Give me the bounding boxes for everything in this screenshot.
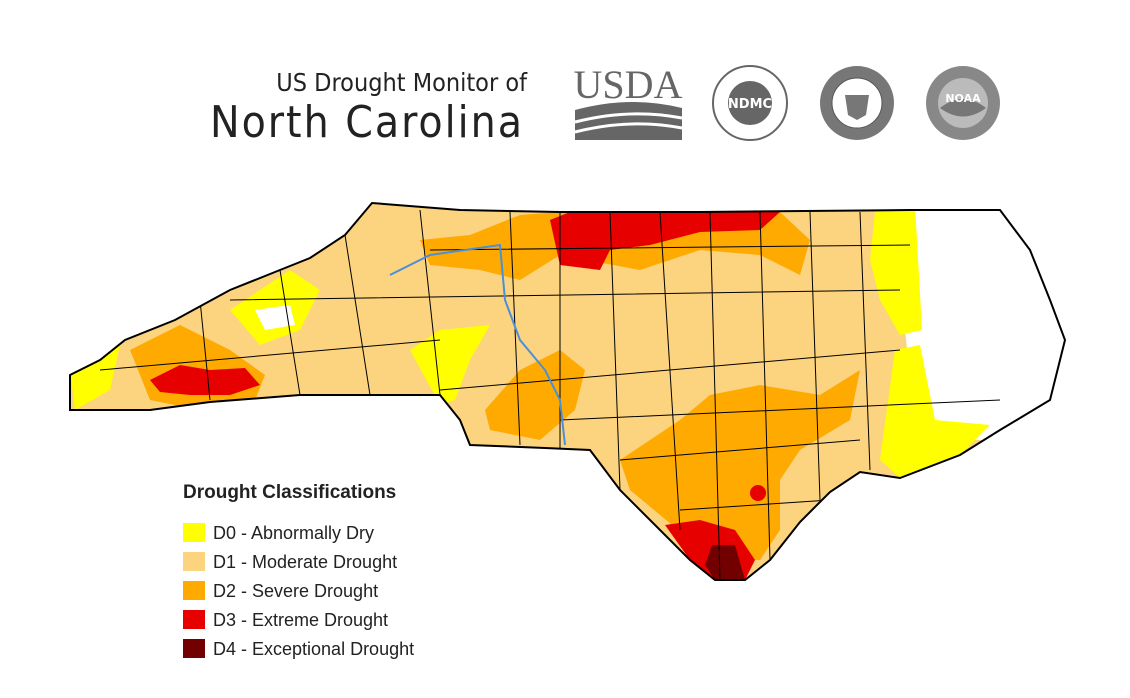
legend-swatch bbox=[183, 610, 205, 629]
d4-area bbox=[705, 545, 745, 580]
state-outline bbox=[69, 201, 1067, 581]
usda-logo: USDA bbox=[574, 62, 683, 140]
d0-area bbox=[870, 205, 922, 335]
legend-swatch bbox=[183, 523, 205, 542]
d3-area bbox=[750, 485, 766, 501]
d2-area bbox=[620, 370, 860, 560]
no-drought-area bbox=[255, 305, 295, 330]
d0-area bbox=[880, 345, 990, 478]
subtitle: US Drought Monitor of bbox=[276, 68, 528, 97]
d3-area bbox=[550, 212, 780, 270]
ndmc-logo: NDMC bbox=[712, 65, 788, 141]
d3-area bbox=[150, 365, 260, 395]
usda-text: USDA bbox=[574, 62, 683, 107]
d0-area bbox=[410, 325, 490, 405]
legend-swatch bbox=[183, 639, 205, 658]
legend: D0 - Abnormally Dry D1 - Moderate Drought… bbox=[183, 523, 414, 659]
legend-title: Drought Classifications bbox=[183, 482, 396, 503]
legend-label: D2 - Severe Drought bbox=[213, 581, 378, 601]
usda-lines bbox=[574, 112, 683, 134]
title: North Carolina bbox=[210, 97, 524, 148]
legend-label: D0 - Abnormally Dry bbox=[213, 523, 374, 543]
d0-area bbox=[70, 345, 120, 410]
legend-label: D3 - Extreme Drought bbox=[213, 610, 388, 630]
commerce-logo bbox=[820, 66, 894, 140]
legend-swatch bbox=[183, 552, 205, 571]
noaa-text: NOAA bbox=[945, 92, 981, 105]
legend-label: D1 - Moderate Drought bbox=[213, 552, 397, 572]
noaa-logo: NOAA bbox=[926, 66, 1000, 140]
river bbox=[389, 243, 566, 446]
usda-field bbox=[575, 101, 682, 140]
legend-label: D4 - Exceptional Drought bbox=[213, 639, 414, 659]
legend-swatch bbox=[183, 581, 205, 600]
ndmc-text: NDMC bbox=[728, 97, 772, 112]
